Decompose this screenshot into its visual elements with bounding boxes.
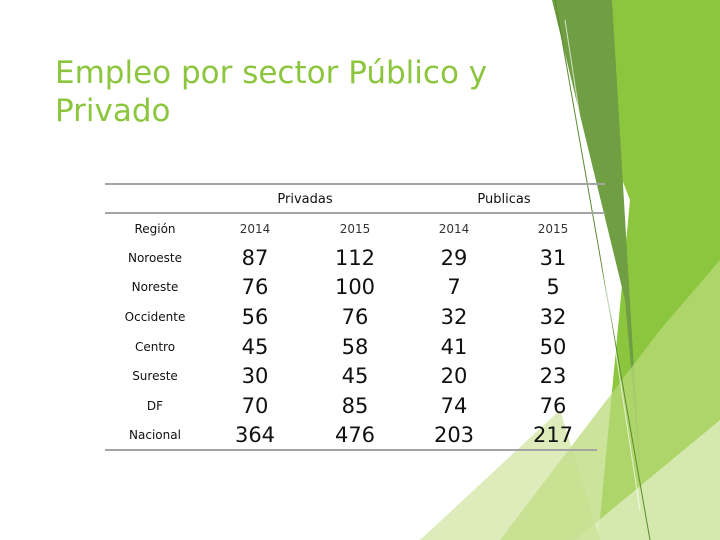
slide-title-line-2: Privado bbox=[55, 93, 171, 129]
table-cell: 76 bbox=[341, 305, 369, 329]
table-cell: 76 bbox=[241, 275, 269, 299]
slide-title: Empleo por sector Público y Privado bbox=[55, 54, 555, 130]
table-cell: 74 bbox=[440, 394, 468, 418]
table-cell: 32 bbox=[539, 305, 567, 329]
slide-title-line-1: Empleo por sector Público y bbox=[55, 55, 488, 91]
deco-bottom-facet bbox=[420, 410, 600, 540]
table-cell: 31 bbox=[539, 246, 567, 270]
table-cell: 112 bbox=[334, 246, 376, 270]
table-cell: 5 bbox=[546, 275, 560, 299]
table-cell: 203 bbox=[433, 423, 475, 447]
table-row-region: Noroeste bbox=[127, 251, 183, 265]
table-cell: 23 bbox=[539, 364, 567, 388]
table-cell: 76 bbox=[539, 394, 567, 418]
column-header-region: Región bbox=[134, 222, 176, 236]
table-cell: 217 bbox=[532, 423, 574, 447]
table-row-region: Centro bbox=[134, 340, 176, 354]
deco-line-2 bbox=[564, 19, 641, 511]
table-cell: 364 bbox=[234, 423, 276, 447]
table-cell: 41 bbox=[440, 335, 468, 359]
table-cell: 32 bbox=[440, 305, 468, 329]
column-header-2014-publicas: 2014 bbox=[438, 222, 470, 236]
table-cell: 29 bbox=[440, 246, 468, 270]
deco-pale-facet bbox=[575, 420, 720, 540]
table-header-rule bbox=[105, 212, 605, 214]
table-cell: 85 bbox=[341, 394, 369, 418]
group-header-publicas: Publicas bbox=[477, 192, 531, 207]
column-header-2014-privadas: 2014 bbox=[239, 222, 271, 236]
deco-dark-facet bbox=[552, 0, 640, 470]
column-header-2015-publicas: 2015 bbox=[537, 222, 569, 236]
table-cell: 7 bbox=[447, 275, 461, 299]
table-row-region: DF bbox=[146, 399, 164, 413]
table-row-region: Nacional bbox=[129, 428, 181, 442]
table-cell: 476 bbox=[334, 423, 376, 447]
table-row-region: Occidente bbox=[124, 310, 186, 324]
table-cell: 30 bbox=[241, 364, 269, 388]
table-cell: 70 bbox=[241, 394, 269, 418]
column-header-2015-privadas: 2015 bbox=[339, 222, 371, 236]
table-cell: 45 bbox=[241, 335, 269, 359]
table-cell: 87 bbox=[241, 246, 269, 270]
employment-table: Privadas Publicas Región 2014 2015 2014 … bbox=[105, 183, 605, 453]
table-row-region: Sureste bbox=[132, 369, 178, 383]
table-cell: 58 bbox=[341, 335, 369, 359]
table-cell: 56 bbox=[241, 305, 269, 329]
table-cell: 100 bbox=[334, 275, 376, 299]
table-top-rule bbox=[105, 183, 605, 185]
table-row-region: Noreste bbox=[131, 280, 179, 294]
deco-line-1 bbox=[554, 0, 651, 540]
table-bottom-rule bbox=[105, 449, 597, 451]
table-cell: 50 bbox=[539, 335, 567, 359]
group-header-privadas: Privadas bbox=[277, 192, 333, 207]
table-cell: 45 bbox=[341, 364, 369, 388]
table-cell: 20 bbox=[440, 364, 468, 388]
